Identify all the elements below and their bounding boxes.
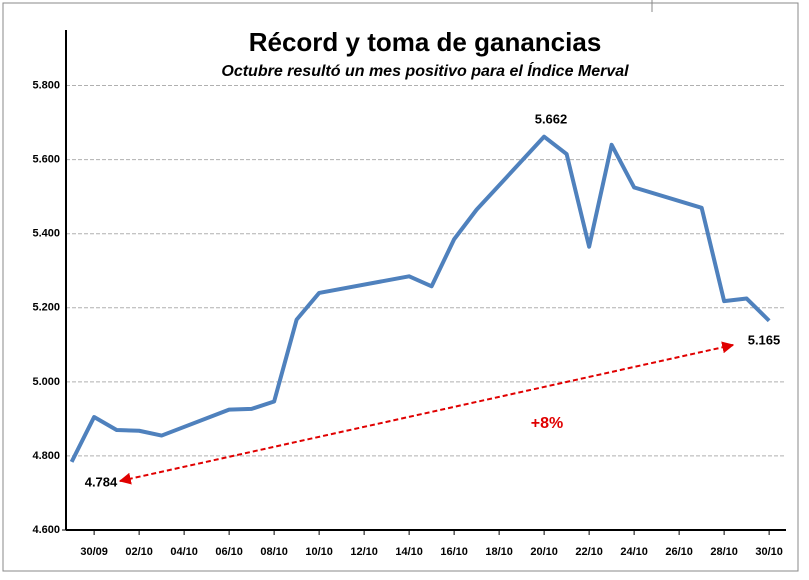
x-tick-label: 28/10 [710, 546, 738, 558]
x-tick-label: 02/10 [125, 546, 153, 558]
x-tick-label: 04/10 [170, 546, 198, 558]
x-tick-label: 18/10 [485, 546, 513, 558]
x-tick-label: 30/09 [80, 546, 108, 558]
x-tick-label: 26/10 [665, 546, 693, 558]
x-tick-label: 16/10 [440, 546, 468, 558]
frame [2, 2, 799, 572]
x-tick-label: 08/10 [260, 546, 288, 558]
x-tick-label: 12/10 [350, 546, 378, 558]
x-tick-label: 24/10 [620, 546, 648, 558]
annotation: 4.784 [85, 474, 118, 489]
y-tick-label: 4.800 [32, 450, 60, 462]
x-tick-label: 14/10 [395, 546, 423, 558]
x-tick-label: 06/10 [215, 546, 243, 558]
y-tick-label: 5.800 [32, 79, 60, 91]
chart-title: Récord y toma de ganancias [249, 27, 602, 57]
y-tick-label: 5.000 [32, 376, 60, 388]
x-tick-label: 10/10 [305, 546, 333, 558]
annotation: 5.662 [535, 111, 568, 126]
y-tick-label: 4.600 [32, 524, 60, 536]
chart-subtitle: Octubre resultó un mes positivo para el … [221, 61, 629, 80]
y-tick-label: 5.200 [32, 302, 60, 314]
x-tick-label: 20/10 [530, 546, 558, 558]
y-tick-label: 5.400 [32, 228, 60, 240]
x-tick-label: 22/10 [575, 546, 603, 558]
annotation: 5.165 [748, 332, 781, 347]
y-tick-label: 5.600 [32, 154, 60, 166]
annotation: +8% [531, 415, 563, 432]
trend-arrow [118, 341, 735, 485]
x-tick-label: 30/10 [755, 546, 783, 558]
series-line [69, 134, 771, 463]
